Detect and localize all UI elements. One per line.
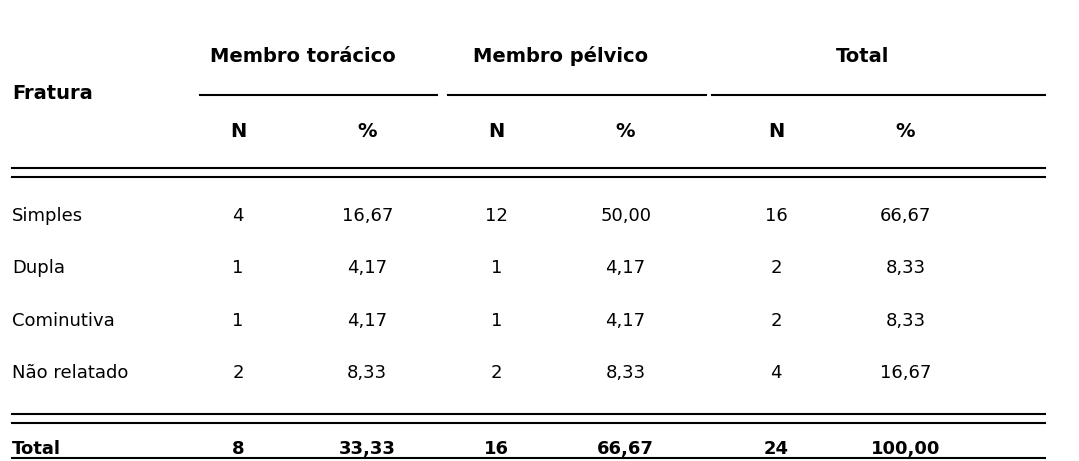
Text: 2: 2 [770, 260, 782, 278]
Text: 1: 1 [491, 260, 502, 278]
Text: %: % [616, 122, 636, 141]
Text: 4: 4 [232, 207, 244, 225]
Text: N: N [489, 122, 505, 141]
Text: 24: 24 [764, 440, 789, 458]
Text: 16,67: 16,67 [879, 364, 931, 382]
Text: 100,00: 100,00 [871, 440, 940, 458]
Text: Simples: Simples [12, 207, 83, 225]
Text: N: N [230, 122, 246, 141]
Text: 8,33: 8,33 [605, 364, 645, 382]
Text: 16: 16 [765, 207, 788, 225]
Text: Membro pélvico: Membro pélvico [474, 46, 648, 66]
Text: 66,67: 66,67 [597, 440, 654, 458]
Text: 50,00: 50,00 [600, 207, 651, 225]
Text: Cominutiva: Cominutiva [12, 312, 114, 330]
Text: Dupla: Dupla [12, 260, 65, 278]
Text: 1: 1 [491, 312, 502, 330]
Text: 1: 1 [232, 260, 244, 278]
Text: 8: 8 [232, 440, 245, 458]
Text: 1: 1 [232, 312, 244, 330]
Text: %: % [357, 122, 377, 141]
Text: 8,33: 8,33 [347, 364, 387, 382]
Text: 33,33: 33,33 [339, 440, 396, 458]
Text: Membro torácico: Membro torácico [209, 47, 396, 65]
Text: 4,17: 4,17 [605, 260, 645, 278]
Text: 12: 12 [486, 207, 508, 225]
Text: 4,17: 4,17 [347, 312, 387, 330]
Text: %: % [896, 122, 915, 141]
Text: 4,17: 4,17 [605, 312, 645, 330]
Text: N: N [768, 122, 784, 141]
Text: 4: 4 [770, 364, 782, 382]
Text: 2: 2 [491, 364, 502, 382]
Text: 16,67: 16,67 [342, 207, 393, 225]
Text: Não relatado: Não relatado [12, 364, 128, 382]
Text: 2: 2 [770, 312, 782, 330]
Text: 8,33: 8,33 [886, 260, 926, 278]
Text: Fratura: Fratura [12, 84, 93, 103]
Text: 8,33: 8,33 [886, 312, 926, 330]
Text: Total: Total [12, 440, 62, 458]
Text: 66,67: 66,67 [879, 207, 931, 225]
Text: 16: 16 [484, 440, 509, 458]
Text: Total: Total [835, 47, 889, 65]
Text: 4,17: 4,17 [347, 260, 387, 278]
Text: 2: 2 [232, 364, 244, 382]
